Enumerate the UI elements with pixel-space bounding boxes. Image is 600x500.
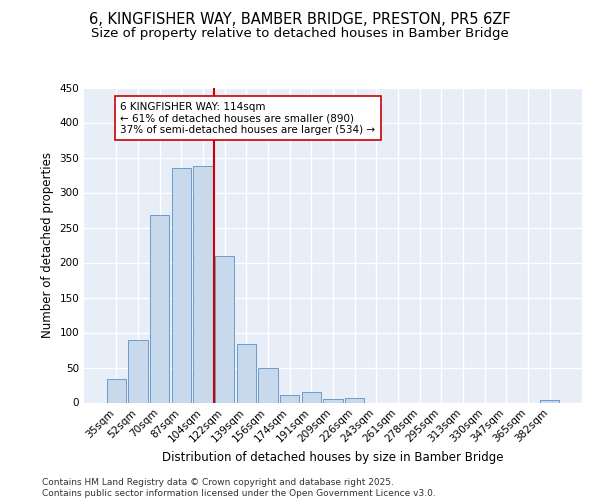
Bar [128,340,148,402]
Bar [258,368,278,402]
X-axis label: Distribution of detached houses by size in Bamber Bridge: Distribution of detached houses by size … [162,451,504,464]
Bar [172,168,191,402]
Text: 6 KINGFISHER WAY: 114sqm
← 61% of detached houses are smaller (890)
37% of semi-: 6 KINGFISHER WAY: 114sqm ← 61% of detach… [120,102,376,134]
Bar [302,392,321,402]
Bar [236,344,256,403]
Bar [107,380,126,402]
Bar [215,256,235,402]
Bar [280,395,299,402]
Bar [150,215,169,402]
Text: Contains HM Land Registry data © Crown copyright and database right 2025.
Contai: Contains HM Land Registry data © Crown c… [42,478,436,498]
Y-axis label: Number of detached properties: Number of detached properties [41,152,54,338]
Bar [345,398,364,402]
Bar [323,399,343,402]
Bar [193,166,213,402]
Text: 6, KINGFISHER WAY, BAMBER BRIDGE, PRESTON, PR5 6ZF: 6, KINGFISHER WAY, BAMBER BRIDGE, PRESTO… [89,12,511,28]
Text: Size of property relative to detached houses in Bamber Bridge: Size of property relative to detached ho… [91,28,509,40]
Bar [540,400,559,402]
